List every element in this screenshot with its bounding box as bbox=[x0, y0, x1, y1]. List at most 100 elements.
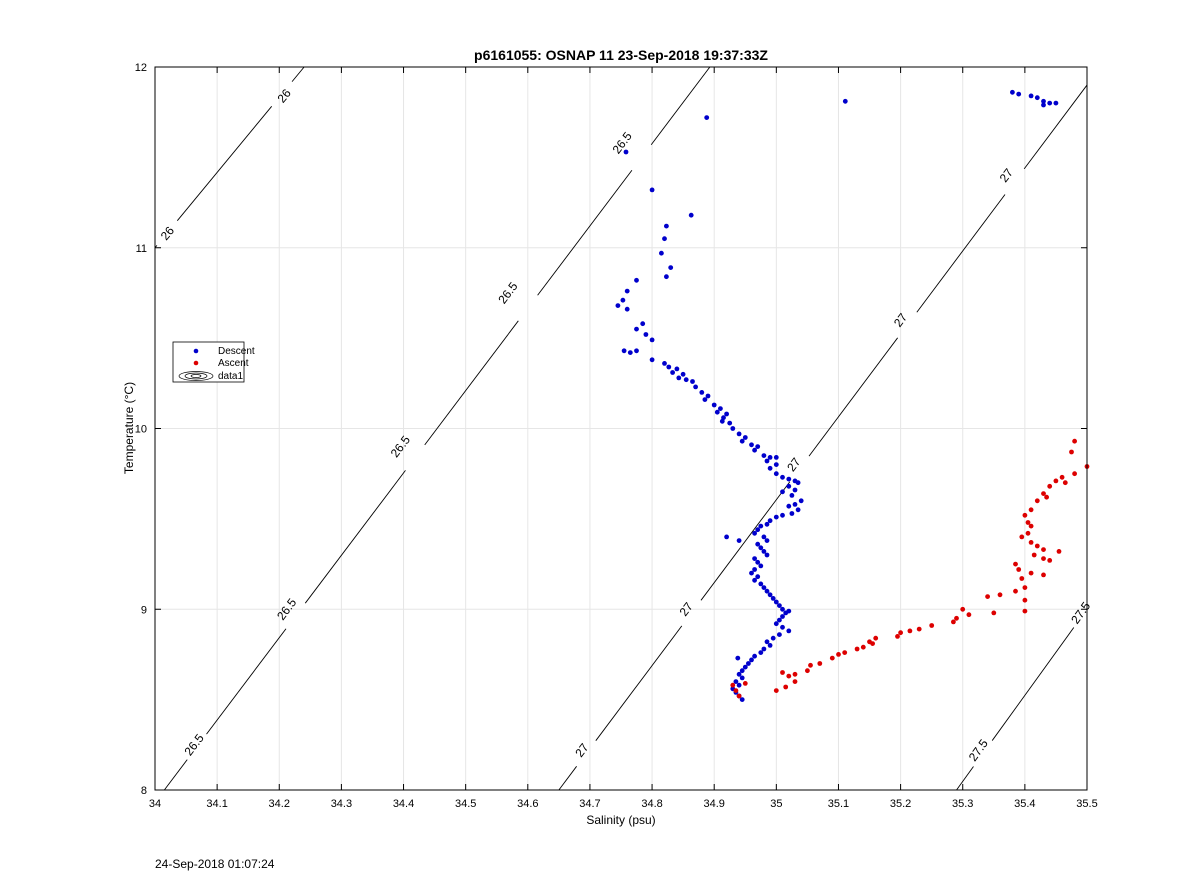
ascent-point bbox=[1072, 471, 1077, 477]
ascent-point bbox=[1025, 530, 1031, 536]
ascent-point bbox=[829, 655, 835, 661]
ascent-point bbox=[854, 646, 860, 652]
ascent-point bbox=[1028, 570, 1034, 576]
x-tick-label: 34.5 bbox=[455, 798, 476, 810]
descent-point bbox=[714, 409, 720, 415]
isopycnal-contours: 262626.526.526.526.526.5272727272727.527… bbox=[154, 66, 1093, 791]
axis-ticks bbox=[154, 66, 1088, 791]
contour-line-26.5 bbox=[650, 66, 711, 145]
contour-line-26.5 bbox=[163, 759, 188, 791]
descent-point bbox=[749, 442, 754, 448]
descent-point bbox=[761, 453, 767, 458]
ascent-point bbox=[1034, 543, 1040, 549]
ascent-point bbox=[1041, 572, 1046, 578]
ascent-point bbox=[1047, 483, 1053, 489]
ascent-point bbox=[1031, 552, 1037, 558]
legend-data1-label: data1 bbox=[218, 371, 243, 382]
y-tick-label: 9 bbox=[141, 604, 147, 616]
descent-point bbox=[739, 697, 745, 702]
x-tick-label: 34.7 bbox=[579, 798, 600, 810]
descent-point bbox=[764, 639, 770, 645]
descent-point bbox=[1010, 89, 1015, 95]
x-tick-labels: 34 34.1 34.2 34.3 34.4 34.5 34.6 34.7 34.8 34.9 35… bbox=[149, 798, 1098, 810]
descent-point bbox=[736, 671, 742, 677]
descent-point bbox=[792, 502, 798, 507]
descent-point bbox=[758, 581, 764, 587]
ascent-point bbox=[786, 673, 792, 679]
ascent-point bbox=[1041, 556, 1046, 561]
legend-descent-label: Descent bbox=[218, 346, 255, 357]
descent-point bbox=[764, 458, 770, 464]
descent-point bbox=[668, 265, 674, 270]
ascent-point bbox=[898, 630, 903, 636]
descent-point bbox=[777, 603, 782, 608]
ascent-point bbox=[1062, 480, 1068, 486]
descent-point bbox=[733, 679, 739, 684]
chart-title: p6161055: OSNAP 11 23-Sep-2018 19:37:33Z bbox=[474, 47, 768, 63]
ascent-point bbox=[792, 671, 798, 677]
ascent-point bbox=[1041, 547, 1046, 552]
descent-point bbox=[615, 303, 621, 308]
contour-line-27 bbox=[700, 481, 791, 601]
descent-point bbox=[704, 115, 710, 120]
descent-point bbox=[634, 348, 639, 354]
descent-point bbox=[755, 444, 761, 449]
ascent-point bbox=[1025, 520, 1031, 525]
descent-point bbox=[1053, 100, 1059, 106]
ascent-point bbox=[1022, 585, 1028, 590]
descent-point bbox=[752, 530, 757, 536]
descent-point bbox=[798, 498, 804, 504]
descent-point bbox=[627, 350, 633, 355]
descent-point bbox=[1028, 93, 1034, 99]
descent-point bbox=[746, 661, 751, 666]
descent-point bbox=[724, 411, 729, 417]
descent-point bbox=[758, 563, 764, 569]
descent-point bbox=[767, 455, 773, 460]
contour-line-26.5 bbox=[206, 628, 287, 735]
ascent-point bbox=[1072, 438, 1077, 444]
descent-point bbox=[764, 552, 770, 558]
ascent-point bbox=[1022, 512, 1028, 518]
contour-line-27 bbox=[916, 194, 1006, 313]
descent-point bbox=[767, 518, 773, 524]
descent-point bbox=[718, 406, 723, 411]
descent-point bbox=[736, 431, 742, 437]
y-tick-label: 10 bbox=[135, 424, 147, 436]
descent-point bbox=[777, 617, 782, 623]
ascent-point bbox=[773, 688, 779, 693]
descent-point bbox=[649, 357, 655, 363]
ascent-point bbox=[742, 681, 748, 686]
ascent-point bbox=[907, 628, 913, 634]
x-tick-label: 34.2 bbox=[269, 798, 290, 810]
ascent-point bbox=[985, 594, 990, 599]
ascent-point bbox=[916, 626, 922, 632]
descent-point bbox=[640, 321, 646, 327]
x-tick-label: 34.6 bbox=[517, 798, 538, 810]
descent-point bbox=[773, 462, 779, 467]
descent-point bbox=[1047, 100, 1053, 106]
x-tick-label: 35.4 bbox=[1014, 798, 1035, 810]
descent-point bbox=[764, 588, 770, 594]
descent-point bbox=[767, 643, 773, 648]
descent-point bbox=[770, 635, 776, 641]
contour-line-26 bbox=[291, 66, 305, 82]
ascent-point bbox=[991, 610, 997, 616]
descent-point bbox=[780, 512, 785, 518]
descent-point bbox=[1041, 102, 1046, 108]
descent-point bbox=[621, 348, 627, 354]
contour-line-27.5 bbox=[956, 766, 974, 791]
descent-point bbox=[742, 664, 748, 670]
descent-point bbox=[711, 402, 717, 408]
descent-point bbox=[786, 503, 792, 509]
ascent-point bbox=[1013, 588, 1018, 594]
ascent-point bbox=[1069, 449, 1074, 455]
y-axis-label: Temperature (°C) bbox=[122, 382, 136, 474]
descent-point bbox=[773, 621, 779, 627]
descent-point bbox=[643, 332, 649, 337]
descent-point bbox=[1016, 91, 1022, 97]
legend[interactable]: Descent Ascent data1 bbox=[172, 341, 255, 383]
contour-line-27 bbox=[558, 766, 577, 791]
descent-point bbox=[624, 288, 630, 294]
descent-point bbox=[789, 511, 795, 516]
descent-point bbox=[761, 585, 767, 590]
